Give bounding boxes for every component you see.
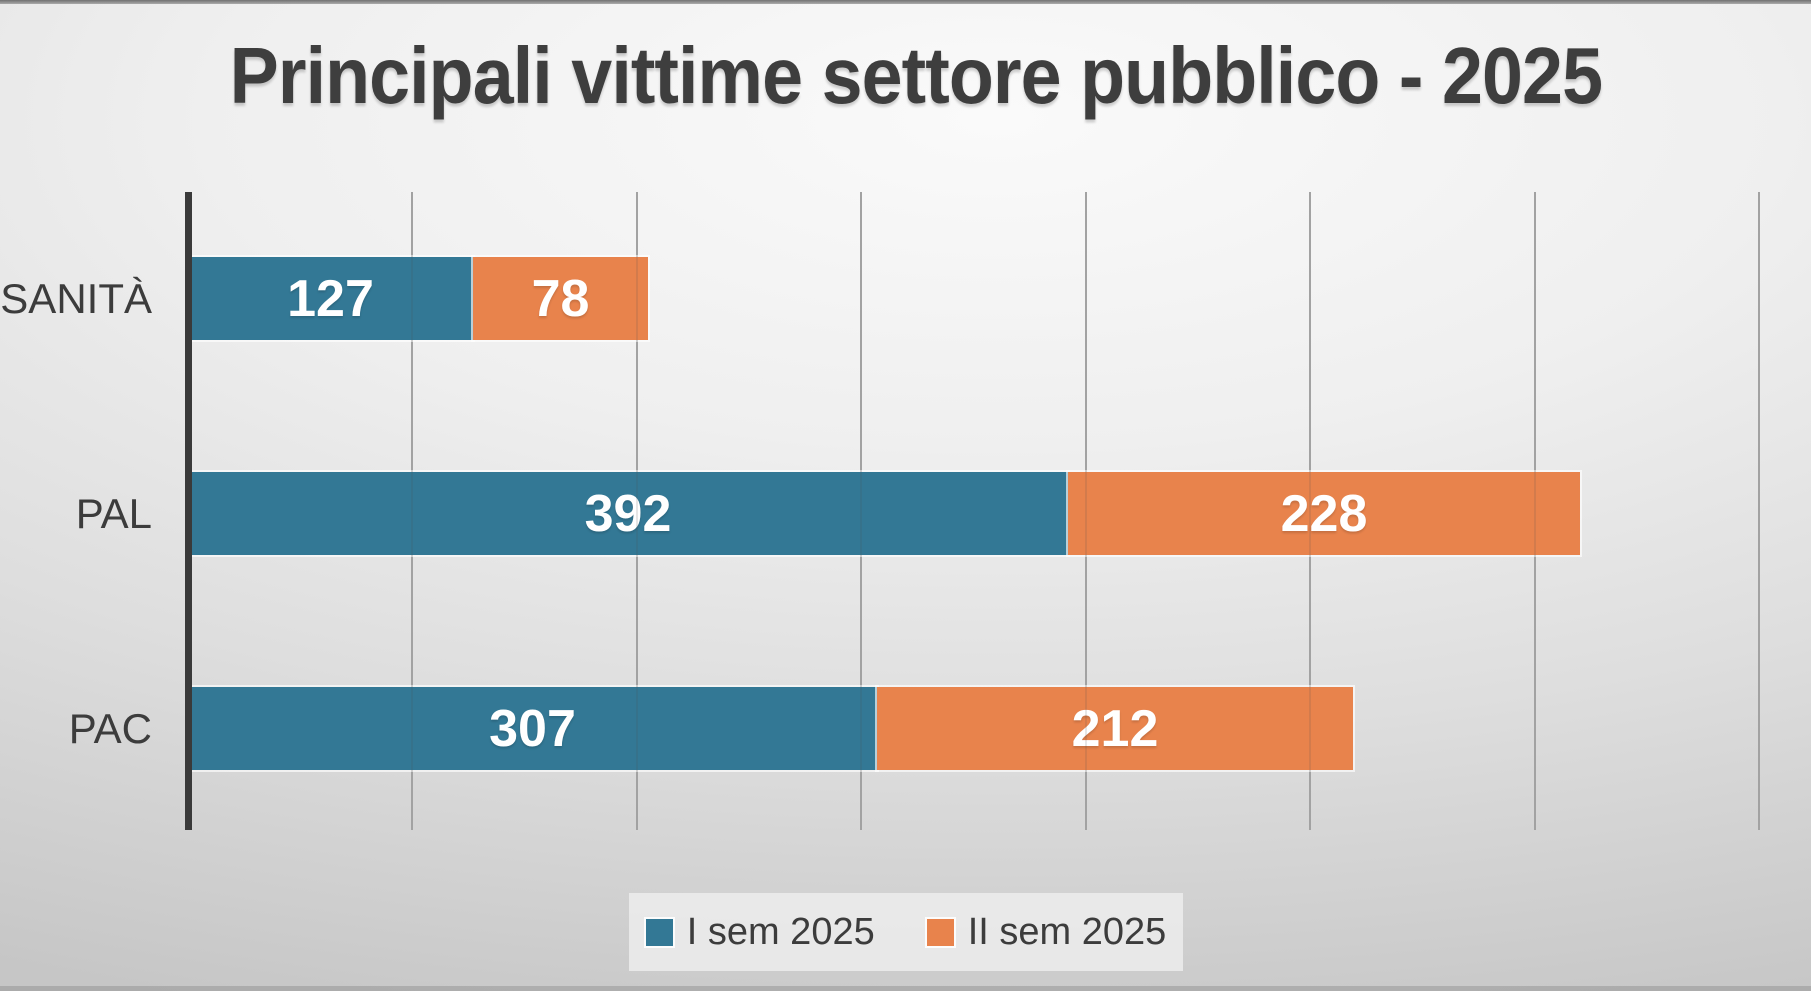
bar-value-label: 78	[531, 269, 590, 328]
bar-value-label: 392	[584, 484, 672, 543]
bar-pal-series2: 228	[1068, 472, 1580, 555]
chart-title: Principali vittime settore pubblico - 20…	[10, 30, 1811, 122]
category-axis-line	[185, 192, 192, 830]
category-label-sanità: SANITÀ	[0, 274, 152, 322]
legend-swatch-icon	[645, 918, 673, 946]
category-label-pal: PAL	[75, 489, 152, 537]
slide-bottom-edge	[0, 986, 1811, 991]
gridline-overlay-200	[635, 192, 638, 830]
bar-pac-series2: 212	[877, 687, 1353, 770]
chart-title-text: Principali vittime settore pubblico - 20…	[229, 31, 1602, 120]
gridline-overlay-500	[1309, 192, 1312, 830]
bar-value-label: 212	[1071, 699, 1159, 758]
gridline-overlay-700	[1758, 192, 1761, 830]
legend: I sem 2025 II sem 2025	[629, 893, 1183, 971]
bar-pal-series1: 392	[188, 472, 1068, 555]
gridline-700	[1758, 192, 1761, 830]
bar-sanità-series1: 127	[188, 257, 473, 340]
legend-label: II sem 2025	[967, 910, 1167, 953]
legend-item-series1: I sem 2025	[645, 910, 875, 954]
gridline-overlay-100	[411, 192, 414, 830]
gridline-overlay-400	[1084, 192, 1087, 830]
bar-value-label: 228	[1280, 484, 1368, 543]
slide-top-edge	[0, 0, 1811, 4]
gridline-overlay-600	[1533, 192, 1536, 830]
gridline-overlay-300	[860, 192, 863, 830]
category-label-pac: PAC	[68, 704, 152, 752]
bar-value-label: 127	[287, 269, 374, 328]
legend-swatch-icon	[926, 918, 954, 946]
bar-sanità-series2: 78	[473, 257, 648, 340]
legend-item-series2: II sem 2025	[926, 910, 1167, 954]
legend-label: I sem 2025	[686, 910, 875, 953]
bar-value-label: 307	[489, 699, 576, 758]
bar-pac-series1: 307	[188, 687, 877, 770]
